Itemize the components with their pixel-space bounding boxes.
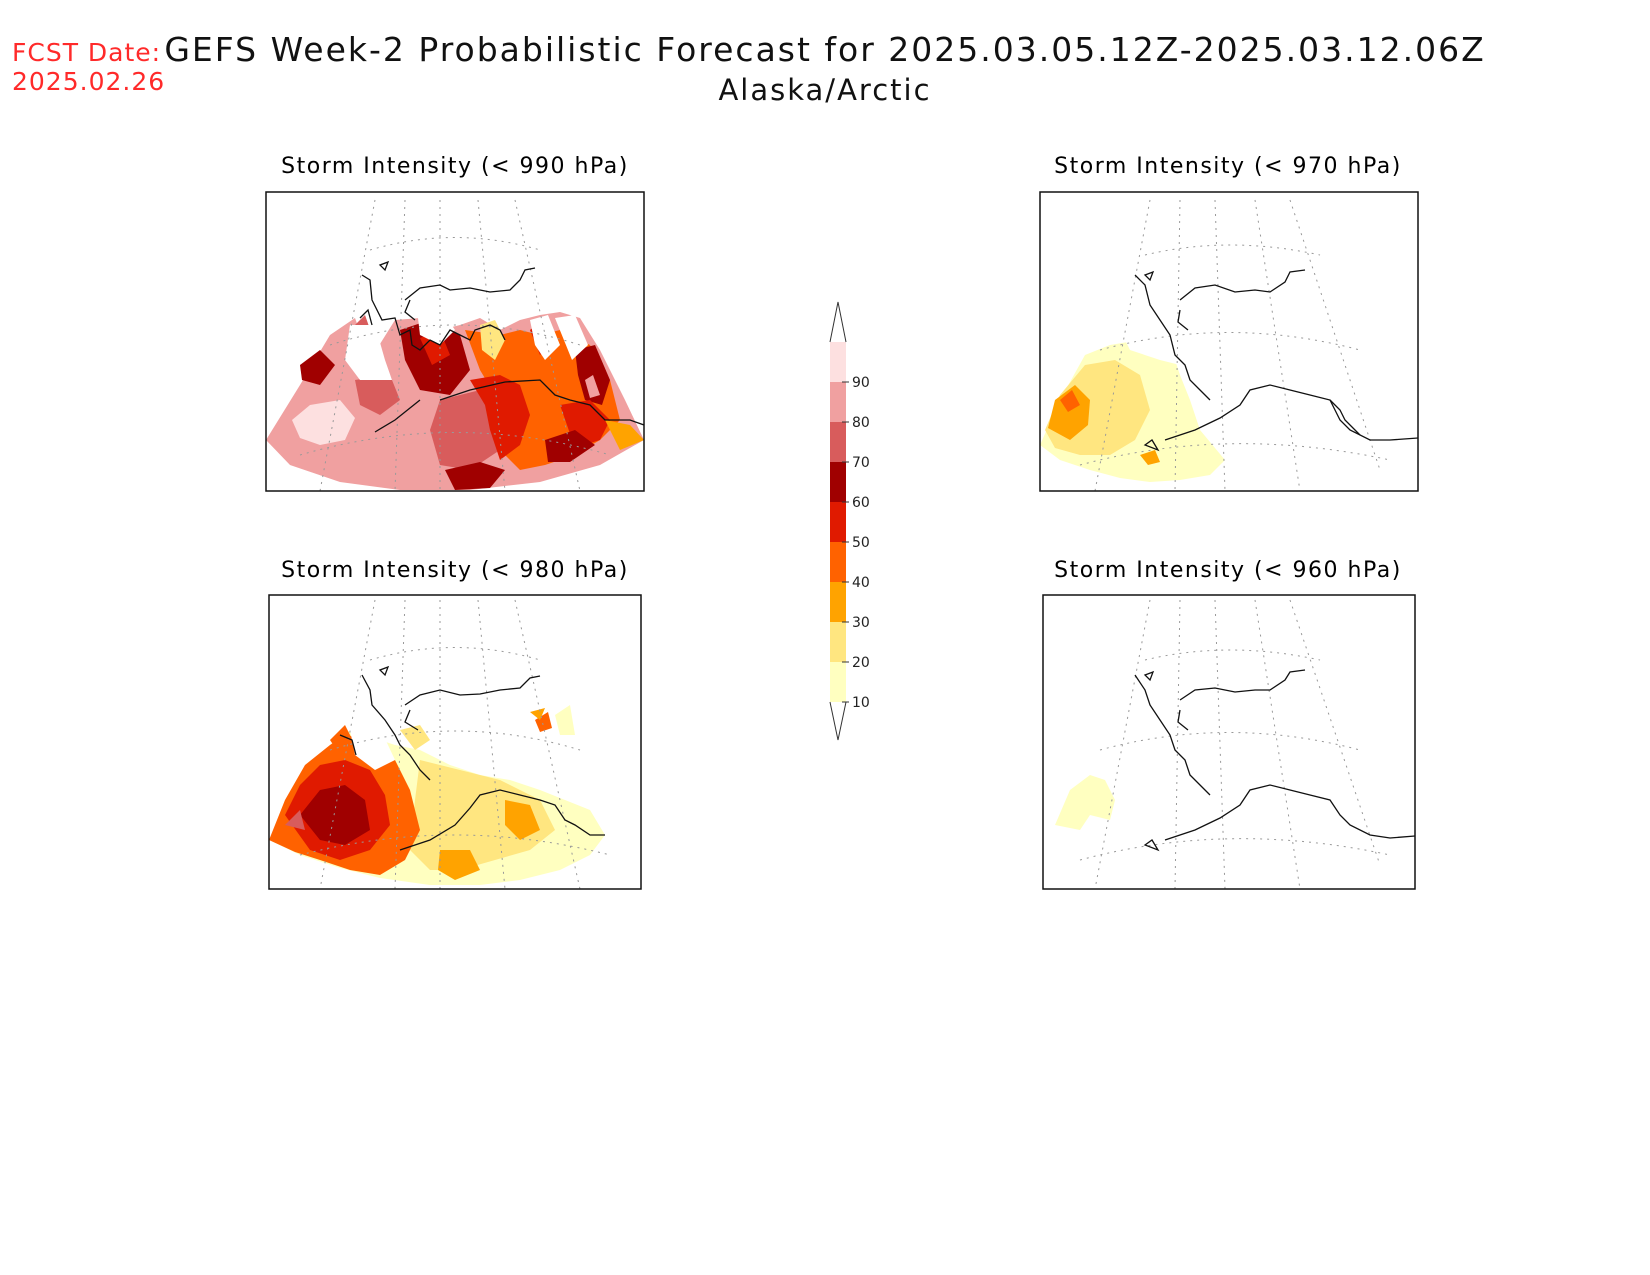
probability-field-980 [269, 705, 605, 885]
panel-title-990: Storm Intensity (< 990 hPa) [281, 154, 629, 179]
colorbar-swatch [830, 462, 846, 502]
colorbar-label: 90 [852, 375, 870, 391]
colorbar-swatch [830, 582, 846, 622]
colorbar-label: 60 [852, 495, 870, 511]
panel-title-980: Storm Intensity (< 980 hPa) [281, 558, 629, 583]
map-panel-960 [1042, 594, 1416, 890]
colorbar-label: 50 [852, 535, 870, 551]
probability-field-960 [1055, 775, 1115, 830]
colorbar-swatch [830, 662, 846, 702]
colorbar-swatch [830, 422, 846, 462]
probability-field-970 [1040, 330, 1225, 482]
probability-colorbar: 10 20 30 40 50 60 70 80 90 [829, 301, 870, 741]
region-title: Alaska/Arctic [718, 73, 932, 107]
colorbar-bottom-cap [829, 701, 847, 741]
colorbar-swatch [830, 542, 846, 582]
colorbar-label: 80 [852, 415, 870, 431]
colorbar-label: 10 [852, 695, 870, 711]
colorbar-swatch [830, 382, 846, 422]
colorbar-swatch [830, 502, 846, 542]
probability-field-990 [266, 312, 644, 490]
colorbar-label: 20 [852, 655, 870, 671]
colorbar-top-cap [829, 301, 847, 343]
colorbar-label: 70 [852, 455, 870, 471]
map-panel-970 [1039, 191, 1419, 492]
panel-title-970: Storm Intensity (< 970 hPa) [1054, 154, 1402, 179]
page-title: GEFS Week-2 Probabilistic Forecast for 2… [0, 30, 1650, 107]
colorbar-swatch [830, 622, 846, 662]
colorbar-swatch [830, 342, 846, 382]
colorbar-label: 30 [852, 615, 870, 631]
fcst-date-caption: FCST Date: [12, 38, 162, 67]
map-panel-980 [268, 594, 642, 890]
panel-title-960: Storm Intensity (< 960 hPa) [1054, 558, 1402, 583]
fcst-date-value: 2025.02.26 [12, 67, 166, 96]
main-title: GEFS Week-2 Probabilistic Forecast for 2… [164, 30, 1486, 69]
forecast-date-label: FCST Date: 2025.02.26 [12, 38, 165, 96]
colorbar-label: 40 [852, 575, 870, 591]
map-panel-990 [265, 191, 645, 492]
